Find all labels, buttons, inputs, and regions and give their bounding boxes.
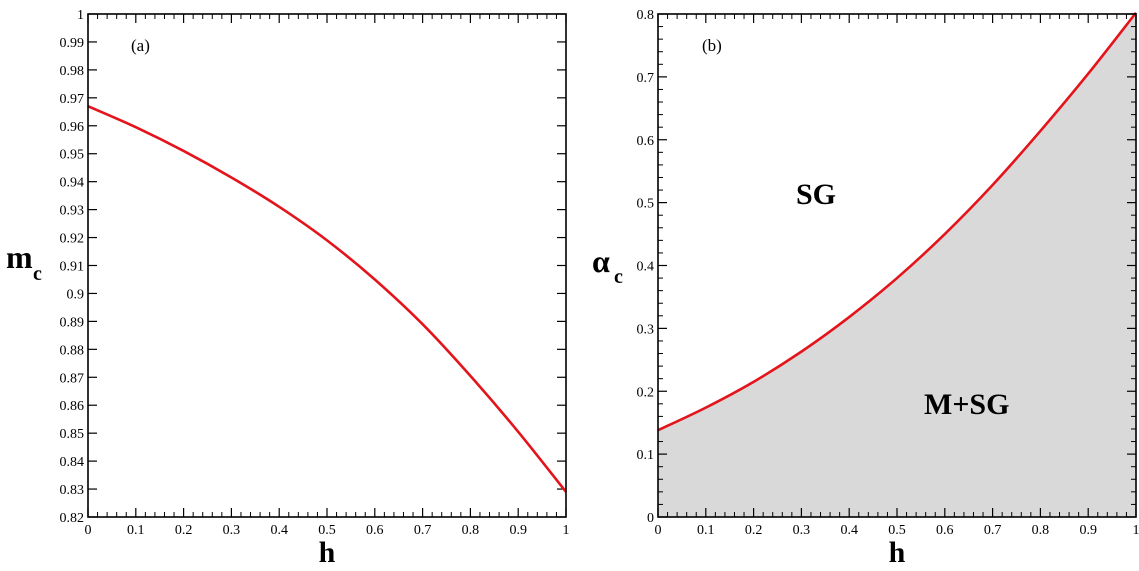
region-label-m-sg: M+SG	[924, 388, 1009, 421]
y-tick-label: 0.95	[60, 148, 85, 163]
series-line	[87, 105, 568, 493]
x-tick-label: 0.1	[127, 523, 145, 538]
x-tick-label: 0.2	[745, 523, 763, 538]
panel-a-plot-frame	[87, 13, 567, 518]
panel-b-y-axis-title-main: α	[592, 243, 610, 279]
x-tick-label: 0.7	[414, 523, 432, 538]
y-tick-label: 0	[647, 511, 654, 526]
y-tick-label: 0.4	[637, 260, 655, 275]
y-tick-label: 0.3	[637, 322, 655, 337]
x-tick-label: 0.3	[793, 523, 811, 538]
x-tick-label: 0.8	[462, 523, 480, 538]
y-tick-label: 0.84	[60, 455, 85, 470]
panel-b-label: (b)	[702, 36, 722, 55]
y-tick-label: 0.96	[60, 120, 85, 135]
panel-a-label: (a)	[131, 36, 150, 55]
y-tick-label: 0.7	[637, 71, 655, 86]
y-tick-label: 0.9	[67, 287, 85, 302]
region-label-sg: SG	[796, 178, 836, 211]
y-tick-label: 0.89	[60, 315, 85, 330]
panel-b-y-axis-title-subscript: c	[614, 266, 623, 288]
x-tick-label: 0.2	[175, 523, 193, 538]
x-tick-label: 0.5	[888, 523, 906, 538]
x-tick-label: 0.5	[318, 523, 336, 538]
y-tick-label: 0.92	[60, 232, 85, 247]
panel-b-area-layer	[658, 12, 1136, 518]
x-tick-label: 0	[655, 523, 662, 538]
y-tick-label: 0.82	[60, 511, 85, 526]
panel-a-y-axis-title: m c	[6, 239, 42, 285]
panel-b-y-axis-title: α c	[592, 243, 623, 288]
y-tick-label: 0.86	[60, 399, 85, 414]
y-tick-label: 0.94	[60, 176, 85, 191]
panel-b-x-axis-title: h	[889, 536, 906, 569]
panel-a-x-axis-title: h	[319, 536, 336, 569]
y-tick-label: 0.98	[60, 64, 85, 79]
y-tick-label: 1	[77, 8, 84, 23]
y-tick-label: 0.99	[60, 36, 85, 51]
x-tick-label: 0.6	[366, 523, 384, 538]
x-tick-label: 0.3	[223, 523, 241, 538]
x-tick-label: 0.9	[509, 523, 527, 538]
y-tick-label: 0.1	[637, 448, 655, 463]
panel-b-plot-frame	[657, 13, 1137, 518]
panel-a-y-axis-title-main: m	[6, 239, 33, 275]
series-line	[657, 11, 1138, 432]
y-tick-label: 0.87	[60, 371, 85, 386]
panel-a-y-axis-title-subscript: c	[33, 263, 42, 285]
y-tick-label: 0.8	[637, 8, 655, 23]
y-tick-label: 0.6	[637, 134, 655, 149]
y-tick-label: 0.93	[60, 204, 85, 219]
panel-b-chart: 0 0.1 0.2 0.3 0.4 0.5 0.6 0.7 0.8 0.9 1 0 0.1 0.2 0.3 0…	[592, 8, 1139, 569]
x-tick-label: 1	[1133, 523, 1139, 538]
x-tick-label: 0.4	[270, 523, 288, 538]
y-tick-label: 0.5	[637, 197, 655, 212]
panel-a-curve-layer	[87, 105, 568, 493]
y-tick-label: 0.85	[60, 427, 85, 442]
panel-a-ticks: 0 0.1 0.2 0.3 0.4 0.5 0.6 0.7 0.8 0.9 10.820.830.8…	[60, 8, 570, 538]
x-tick-label: 1	[563, 523, 570, 538]
x-tick-label: 0.4	[840, 523, 858, 538]
x-tick-label: 0.1	[697, 523, 715, 538]
x-tick-label: 0.7	[984, 523, 1002, 538]
x-tick-label: 0.9	[1079, 523, 1097, 538]
shaded-region-m-sg	[658, 12, 1136, 518]
y-tick-label: 0.88	[60, 343, 85, 358]
panel-b-curve-layer	[657, 11, 1138, 432]
panel-a-chart: 0 0.1 0.2 0.3 0.4 0.5 0.6 0.7 0.8 0.9 10.820.830.8…	[6, 8, 570, 569]
x-tick-label: 0.6	[936, 523, 954, 538]
x-tick-label: 0.8	[1032, 523, 1050, 538]
y-tick-label: 0.97	[60, 92, 85, 107]
y-tick-label: 0.91	[60, 260, 85, 275]
y-tick-label: 0.2	[637, 385, 655, 400]
x-tick-label: 0	[85, 523, 92, 538]
y-tick-label: 0.83	[60, 483, 85, 498]
